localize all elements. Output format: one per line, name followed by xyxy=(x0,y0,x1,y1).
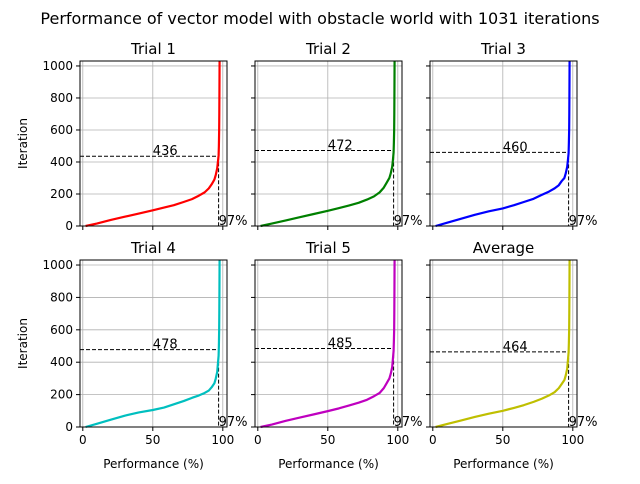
x-tick-label: 100 xyxy=(561,433,584,447)
subplot-3: Trial 3 460 97% xyxy=(426,40,598,230)
y-tick-label: 600 xyxy=(50,323,73,337)
y-axis-label: Iteration xyxy=(16,318,30,369)
subplot-title: Trial 4 xyxy=(130,239,176,257)
subplot-2: Trial 2 472 97% xyxy=(251,40,423,230)
y-tick-label: 0 xyxy=(65,219,73,233)
y-tick-label: 200 xyxy=(50,388,73,402)
y-tick-label: 400 xyxy=(50,355,73,369)
threshold-percent-label: 97% xyxy=(219,214,248,229)
subplot-title: Trial 2 xyxy=(305,40,351,58)
subplot-title: Average xyxy=(473,239,535,257)
x-tick-label: 0 xyxy=(79,433,87,447)
y-tick-label: 1000 xyxy=(42,59,73,73)
y-tick-label: 400 xyxy=(50,155,73,169)
y-axis-label: Iteration xyxy=(16,118,30,169)
threshold-iteration-label: 472 xyxy=(328,138,353,153)
series-line xyxy=(435,60,571,228)
x-axis-label: Performance (%) xyxy=(453,457,554,471)
series-line xyxy=(85,60,221,228)
threshold-iteration-label: 485 xyxy=(328,336,353,351)
threshold-iteration-label: 464 xyxy=(503,340,528,355)
axes-frame xyxy=(79,60,228,227)
threshold-percent-label: 97% xyxy=(394,214,423,229)
x-axis-label: Performance (%) xyxy=(278,457,379,471)
threshold-iteration-label: 460 xyxy=(503,140,528,155)
x-axis-label: Performance (%) xyxy=(103,457,204,471)
x-tick-label: 0 xyxy=(429,433,437,447)
x-tick-label: 50 xyxy=(145,433,160,447)
y-tick-label: 800 xyxy=(50,91,73,105)
series-line xyxy=(260,60,396,228)
x-tick-label: 50 xyxy=(320,433,335,447)
x-tick-label: 50 xyxy=(495,433,510,447)
subplot-title: Trial 1 xyxy=(130,40,176,58)
y-tick-label: 800 xyxy=(50,290,73,304)
x-tick-label: 100 xyxy=(386,433,409,447)
axes-frame xyxy=(254,60,403,227)
axes-frame xyxy=(429,60,578,227)
threshold-percent-label: 97% xyxy=(219,415,248,430)
axes-frame xyxy=(429,259,578,428)
series-line xyxy=(85,259,221,429)
y-tick-label: 1000 xyxy=(42,258,73,272)
subplot-grid: Trial 143697%02004006008001000IterationT… xyxy=(16,40,598,471)
threshold-percent-label: 97% xyxy=(569,415,598,430)
axes-frame xyxy=(254,259,403,428)
threshold-percent-label: 97% xyxy=(569,214,598,229)
subplot-5: Trial 5 485 97% 0 50 100 Performance (%) xyxy=(251,239,423,471)
subplot-title: Trial 5 xyxy=(305,239,351,257)
series-line xyxy=(260,259,396,429)
axes-frame xyxy=(79,259,228,428)
subplot-title: Trial 3 xyxy=(480,40,526,58)
y-tick-label: 200 xyxy=(50,187,73,201)
x-tick-label: 100 xyxy=(211,433,234,447)
threshold-iteration-label: 478 xyxy=(153,338,178,353)
figure-suptitle: Performance of vector model with obstacl… xyxy=(40,9,599,28)
subplot-1: Trial 1 436 97% 0 200 400 600 800 1000 Iteration xyxy=(16,40,248,233)
threshold-percent-label: 97% xyxy=(394,415,423,430)
series-line xyxy=(435,259,571,429)
subplot-6: Average 464 97% 0 50 100 Performance (%) xyxy=(426,239,598,471)
x-tick-label: 0 xyxy=(254,433,262,447)
y-tick-label: 600 xyxy=(50,123,73,137)
y-tick-label: 0 xyxy=(65,420,73,434)
threshold-iteration-label: 436 xyxy=(153,144,178,159)
